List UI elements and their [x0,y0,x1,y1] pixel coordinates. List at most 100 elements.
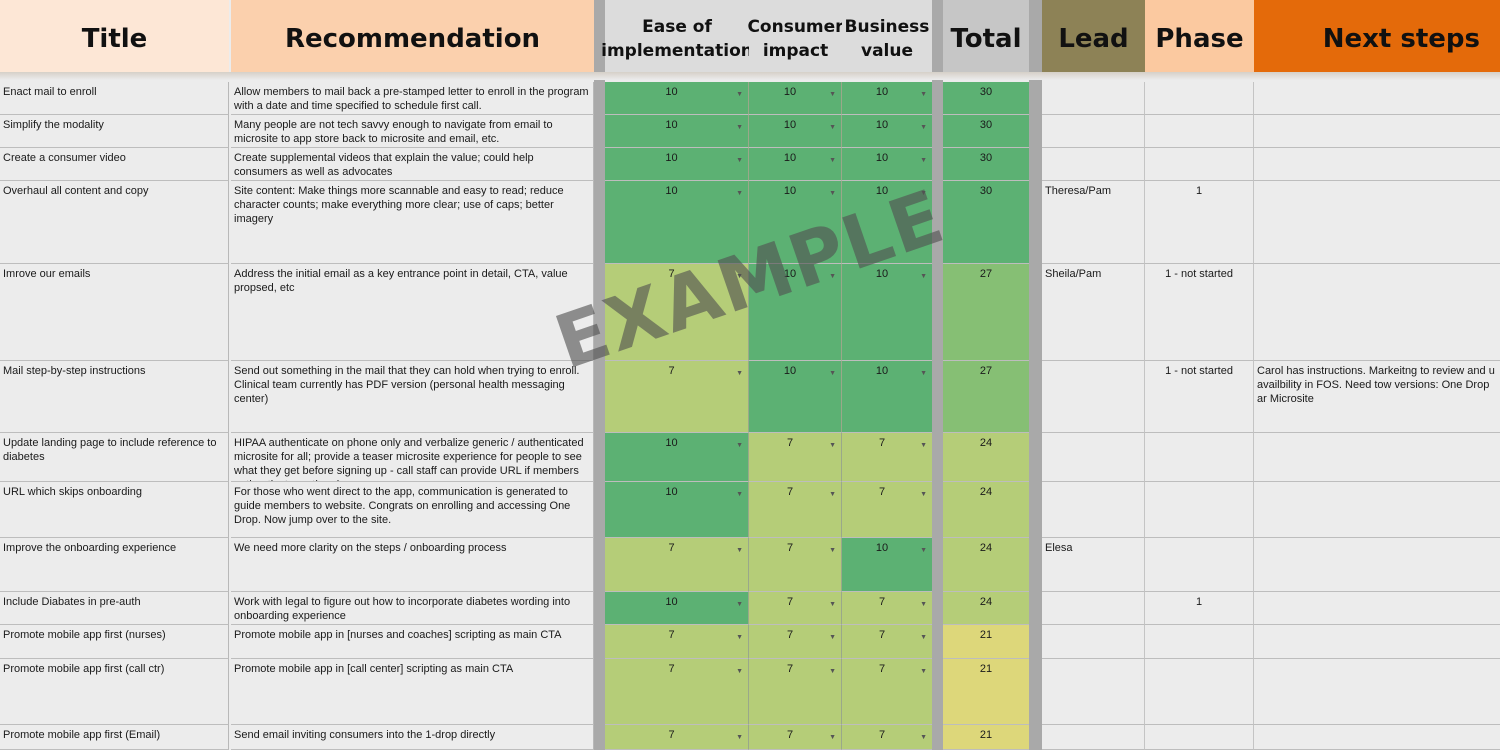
cell-phase[interactable] [1145,625,1254,659]
cell-title[interactable]: Mail step-by-step instructions [0,361,229,433]
cell-phase[interactable] [1145,148,1254,181]
dropdown-arrow-icon[interactable]: ▼ [829,442,836,449]
cell-total[interactable]: 27 [943,264,1029,361]
cell-lead[interactable]: Elesa [1042,538,1145,592]
cell-recommendation[interactable]: Send email inviting consumers into the 1… [231,725,594,750]
cell-next-steps[interactable]: Carol has instructions. Markeitng to rev… [1254,361,1500,433]
dropdown-arrow-icon[interactable]: ▼ [829,124,836,131]
cell-next-steps[interactable] [1254,538,1500,592]
dropdown-arrow-icon[interactable]: ▼ [829,273,836,280]
cell-lead[interactable] [1042,148,1145,181]
cell-ease-score[interactable]: 10 ▼ [605,181,749,264]
cell-next-steps[interactable] [1254,482,1500,538]
cell-business-score[interactable]: 10 ▼ [842,181,932,264]
dropdown-arrow-icon[interactable]: ▼ [920,190,927,197]
cell-title[interactable]: Include Diabates in pre-auth [0,592,229,625]
dropdown-arrow-icon[interactable]: ▼ [829,190,836,197]
cell-total[interactable]: 21 [943,725,1029,750]
cell-title[interactable]: Update landing page to include reference… [0,433,229,482]
cell-lead[interactable] [1042,725,1145,750]
cell-phase[interactable] [1145,433,1254,482]
dropdown-arrow-icon[interactable]: ▼ [920,601,927,608]
cell-lead[interactable] [1042,482,1145,538]
cell-recommendation[interactable]: Send out something in the mail that they… [231,361,594,433]
cell-lead[interactable] [1042,115,1145,148]
cell-recommendation[interactable]: Allow members to mail back a pre-stamped… [231,82,594,115]
cell-ease-score[interactable]: 7 ▼ [605,264,749,361]
cell-total[interactable]: 27 [943,361,1029,433]
cell-recommendation[interactable]: Create supplemental videos that explain … [231,148,594,181]
cell-recommendation[interactable]: Promote mobile app in [nurses and coache… [231,625,594,659]
cell-consumer-score[interactable]: 7 ▼ [749,592,842,625]
dropdown-arrow-icon[interactable]: ▼ [736,634,743,641]
cell-phase[interactable] [1145,82,1254,115]
cell-recommendation[interactable]: Site content: Make things more scannable… [231,181,594,264]
dropdown-arrow-icon[interactable]: ▼ [920,442,927,449]
cell-phase[interactable]: 1 [1145,592,1254,625]
dropdown-arrow-icon[interactable]: ▼ [736,442,743,449]
cell-next-steps[interactable] [1254,82,1500,115]
cell-consumer-score[interactable]: 7 ▼ [749,659,842,725]
cell-lead[interactable] [1042,625,1145,659]
dropdown-arrow-icon[interactable]: ▼ [736,124,743,131]
cell-title[interactable]: Promote mobile app first (call ctr) [0,659,229,725]
cell-total[interactable]: 30 [943,181,1029,264]
cell-lead[interactable] [1042,361,1145,433]
cell-ease-score[interactable]: 10 ▼ [605,82,749,115]
cell-ease-score[interactable]: 10 ▼ [605,592,749,625]
cell-total[interactable]: 30 [943,115,1029,148]
cell-phase[interactable] [1145,115,1254,148]
cell-next-steps[interactable] [1254,433,1500,482]
header-next-steps[interactable]: Next steps [1254,0,1500,78]
cell-title[interactable]: URL which skips onboarding [0,482,229,538]
cell-ease-score[interactable]: 7 ▼ [605,625,749,659]
cell-lead[interactable]: Theresa/Pam [1042,181,1145,264]
dropdown-arrow-icon[interactable]: ▼ [920,668,927,675]
dropdown-arrow-icon[interactable]: ▼ [920,91,927,98]
cell-total[interactable]: 30 [943,82,1029,115]
dropdown-arrow-icon[interactable]: ▼ [736,190,743,197]
cell-recommendation[interactable]: Work with legal to figure out how to inc… [231,592,594,625]
cell-next-steps[interactable] [1254,264,1500,361]
cell-recommendation[interactable]: Many people are not tech savvy enough to… [231,115,594,148]
cell-total[interactable]: 24 [943,592,1029,625]
cell-business-score[interactable]: 7 ▼ [842,659,932,725]
dropdown-arrow-icon[interactable]: ▼ [920,734,927,741]
cell-phase[interactable] [1145,482,1254,538]
cell-consumer-score[interactable]: 7 ▼ [749,482,842,538]
cell-ease-score[interactable]: 10 ▼ [605,433,749,482]
cell-total[interactable]: 24 [943,433,1029,482]
cell-consumer-score[interactable]: 10 ▼ [749,181,842,264]
cell-title[interactable]: Create a consumer video [0,148,229,181]
cell-business-score[interactable]: 7 ▼ [842,592,932,625]
dropdown-arrow-icon[interactable]: ▼ [829,370,836,377]
dropdown-arrow-icon[interactable]: ▼ [736,547,743,554]
cell-phase[interactable] [1145,538,1254,592]
cell-consumer-score[interactable]: 10 ▼ [749,148,842,181]
cell-total[interactable]: 21 [943,659,1029,725]
cell-business-score[interactable]: 7 ▼ [842,725,932,750]
cell-lead[interactable]: Sheila/Pam [1042,264,1145,361]
header-recommendation[interactable]: Recommendation [231,0,594,78]
cell-phase[interactable] [1145,725,1254,750]
cell-phase[interactable]: 1 - not started [1145,264,1254,361]
cell-business-score[interactable]: 7 ▼ [842,482,932,538]
cell-title[interactable]: Imrove our emails [0,264,229,361]
cell-consumer-score[interactable]: 10 ▼ [749,115,842,148]
cell-business-score[interactable]: 10 ▼ [842,538,932,592]
dropdown-arrow-icon[interactable]: ▼ [920,370,927,377]
cell-lead[interactable] [1042,592,1145,625]
cell-ease-score[interactable]: 7 ▼ [605,361,749,433]
dropdown-arrow-icon[interactable]: ▼ [829,547,836,554]
dropdown-arrow-icon[interactable]: ▼ [736,370,743,377]
header-lead[interactable]: Lead [1042,0,1145,78]
cell-recommendation[interactable]: Promote mobile app in [call center] scri… [231,659,594,725]
dropdown-arrow-icon[interactable]: ▼ [829,157,836,164]
dropdown-arrow-icon[interactable]: ▼ [829,601,836,608]
dropdown-arrow-icon[interactable]: ▼ [920,547,927,554]
cell-phase[interactable] [1145,659,1254,725]
dropdown-arrow-icon[interactable]: ▼ [736,601,743,608]
dropdown-arrow-icon[interactable]: ▼ [920,634,927,641]
dropdown-arrow-icon[interactable]: ▼ [736,491,743,498]
cell-business-score[interactable]: 10 ▼ [842,264,932,361]
